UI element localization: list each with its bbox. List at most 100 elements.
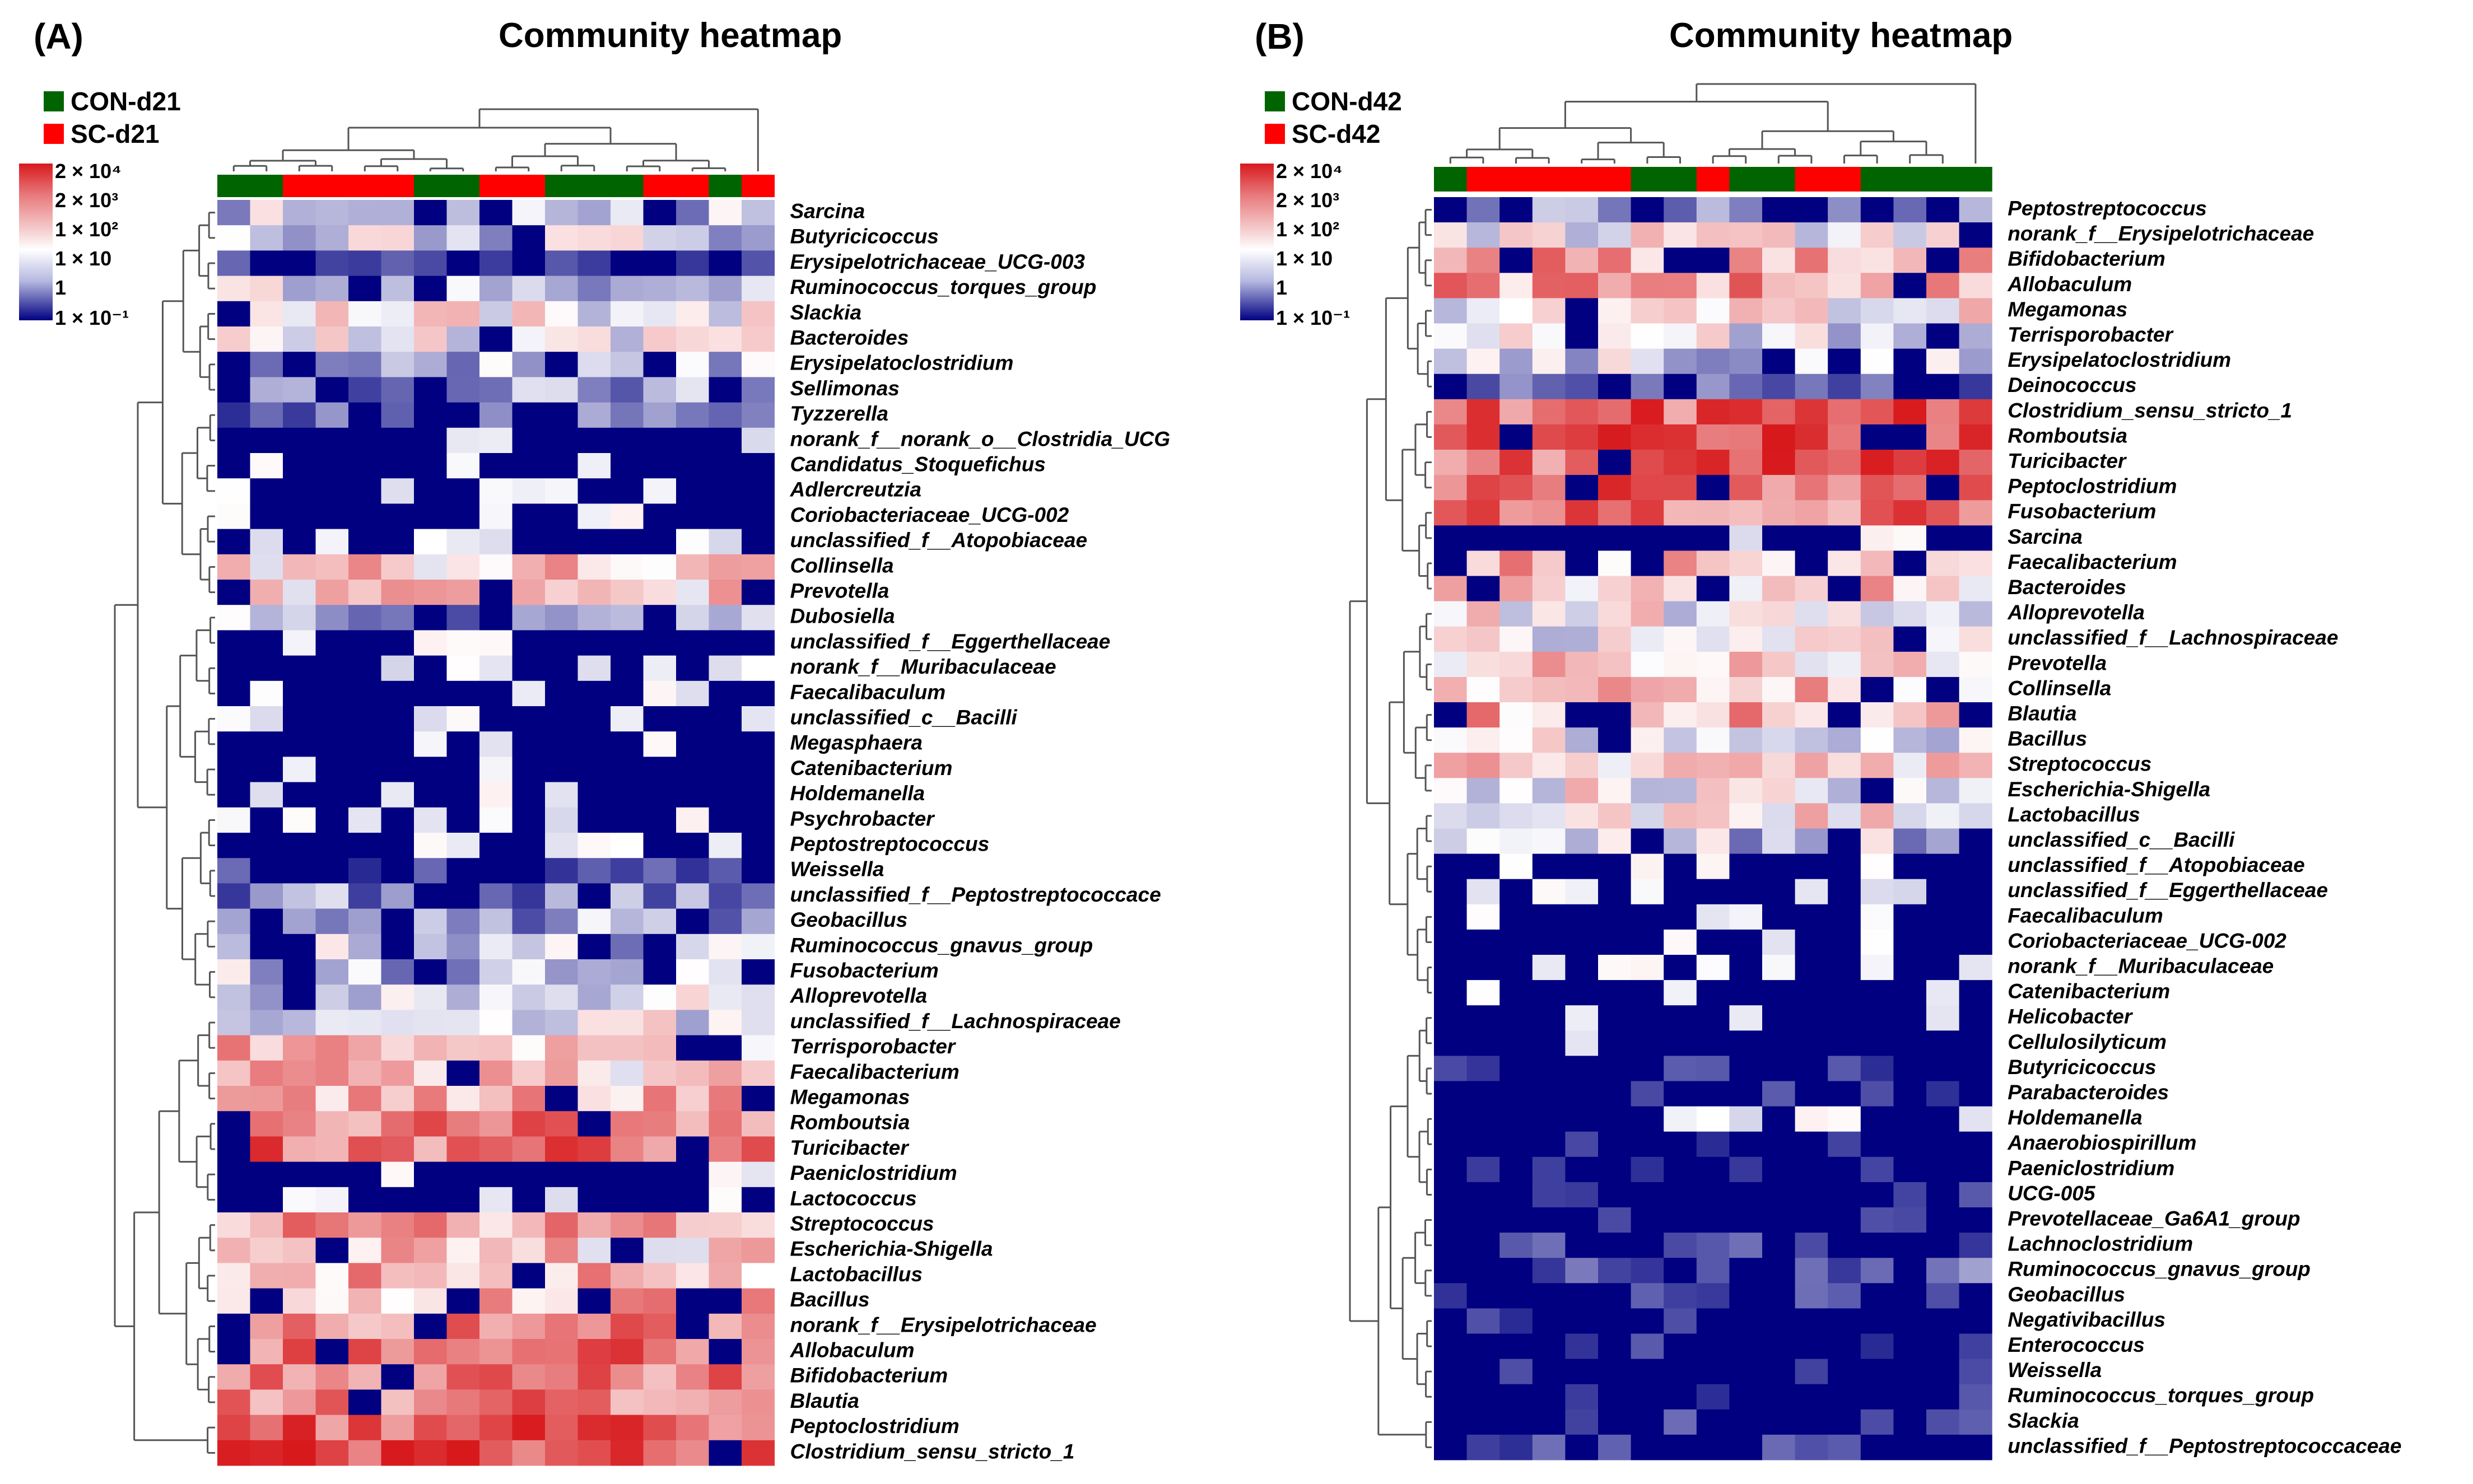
row-label: unclassified_f__Lachnospiraceae: [2008, 626, 2338, 649]
heatmap-cell: [1598, 1156, 1632, 1183]
heatmap-cell: [1762, 753, 1796, 778]
heatmap-cell: [1499, 1258, 1533, 1284]
heatmap-cell: [1696, 1384, 1730, 1410]
heatmap-cell: [1532, 1030, 1566, 1056]
heatmap-cell: [1893, 980, 1927, 1006]
heatmap-cell: [1598, 879, 1632, 905]
heatmap-cell: [1499, 399, 1533, 425]
heatmap-cell: [545, 1238, 578, 1263]
heatmap-cell: [283, 1111, 316, 1137]
heatmap-cell: [1926, 450, 1960, 475]
heatmap-cell: [1762, 1081, 1796, 1107]
row-label: Terrisporobacter: [790, 1035, 957, 1058]
heatmap-cell: [283, 1389, 316, 1416]
heatmap-cell: [315, 352, 349, 377]
heatmap-cell: [381, 1313, 415, 1340]
heatmap-cell: [1729, 424, 1763, 450]
heatmap-cell: [479, 427, 513, 454]
heatmap-cell: [446, 959, 480, 985]
heatmap-cell: [1565, 955, 1599, 981]
heatmap-cell: [709, 580, 742, 605]
color-scale-label: 2 × 10³: [55, 189, 119, 212]
heatmap-cell: [1664, 828, 1697, 855]
row-label: Bacteroides: [790, 326, 909, 349]
heatmap-cell: [1532, 450, 1566, 475]
heatmap-cell: [283, 1440, 316, 1466]
heatmap-cell: [1598, 676, 1632, 703]
row-label: Escherichia-Shigella: [790, 1238, 993, 1261]
group-annotation-cell: [217, 175, 250, 197]
heatmap-cell: [1926, 879, 1960, 905]
heatmap-cell: [1466, 1333, 1500, 1360]
heatmap-cell: [709, 706, 742, 732]
heatmap-cell: [1631, 1207, 1664, 1233]
heatmap-cell: [1959, 323, 1992, 349]
heatmap-cell: [676, 934, 709, 960]
group-annotation-cell: [742, 175, 775, 197]
heatmap-cell: [1828, 828, 1861, 855]
heatmap-cell: [611, 200, 644, 226]
heatmap-b: Peptostreptococcusnorank_f__Erysipelotri…: [1349, 83, 2402, 1460]
heatmap-cell: [1499, 803, 1533, 829]
heatmap-cell: [348, 833, 381, 858]
heatmap-cell: [578, 1364, 611, 1390]
heatmap-cell: [1926, 323, 1960, 349]
heatmap-cell: [742, 301, 775, 327]
heatmap-cell: [709, 605, 742, 631]
heatmap-cell: [217, 1212, 250, 1238]
heatmap-cell: [1631, 980, 1664, 1006]
heatmap-cell: [1795, 323, 1828, 349]
row-label: Prevotella: [790, 580, 889, 603]
heatmap-cell: [1499, 702, 1533, 728]
heatmap-cell: [578, 1111, 611, 1137]
heatmap-cell: [315, 453, 349, 479]
heatmap-cell: [643, 580, 677, 605]
heatmap-cell: [217, 1364, 250, 1390]
heatmap-cell: [676, 478, 709, 504]
heatmap-cell: [676, 1010, 709, 1036]
heatmap-cell: [217, 1339, 250, 1365]
heatmap-cell: [1696, 879, 1730, 905]
heatmap-cell: [1565, 929, 1599, 955]
heatmap-cell: [1926, 1056, 1960, 1081]
heatmap-cell: [742, 1364, 775, 1390]
heatmap-cell: [381, 1035, 415, 1061]
heatmap-cell: [348, 1415, 381, 1441]
heatmap-cell: [1532, 500, 1566, 526]
heatmap-cell: [512, 655, 546, 682]
heatmap-cell: [512, 858, 546, 884]
heatmap-cell: [1565, 853, 1599, 880]
heatmap-cell: [676, 427, 709, 454]
heatmap-cell: [1926, 651, 1960, 678]
legend-label: CON-d42: [1292, 87, 1402, 116]
color-scale-label: 1 × 10: [1276, 247, 1333, 270]
heatmap-cell: [348, 200, 381, 226]
heatmap-cell: [381, 529, 415, 555]
heatmap-cell: [1499, 676, 1533, 703]
heatmap-cell: [742, 908, 775, 935]
heatmap-cell: [578, 1161, 611, 1188]
heatmap-cell: [250, 605, 283, 631]
heatmap-cell: [1729, 1308, 1763, 1334]
heatmap-cell: [446, 554, 480, 580]
heatmap-cell: [742, 326, 775, 352]
heatmap-cell: [1664, 500, 1697, 526]
heatmap-cell: [348, 883, 381, 909]
heatmap-cell: [1860, 1131, 1894, 1158]
heatmap-cell: [1631, 450, 1664, 475]
group-annotation-cell: [414, 175, 447, 197]
row-label: Negativibacillus: [2008, 1308, 2165, 1331]
heatmap-cell: [709, 655, 742, 682]
heatmap-cell: [742, 1288, 775, 1314]
heatmap-cell: [1696, 500, 1730, 526]
heatmap-cell: [479, 1136, 513, 1163]
heatmap-cell: [315, 200, 349, 226]
row-label: Holdemanella: [790, 782, 925, 805]
row-label: unclassified_c__Bacilli: [790, 706, 1018, 729]
heatmap-cell: [545, 580, 578, 605]
heatmap-cell: [709, 680, 742, 707]
heatmap-cell: [1762, 475, 1796, 501]
heatmap-cell: [1466, 1359, 1500, 1385]
heatmap-cell: [1499, 1333, 1533, 1360]
heatmap-cell: [643, 934, 677, 960]
